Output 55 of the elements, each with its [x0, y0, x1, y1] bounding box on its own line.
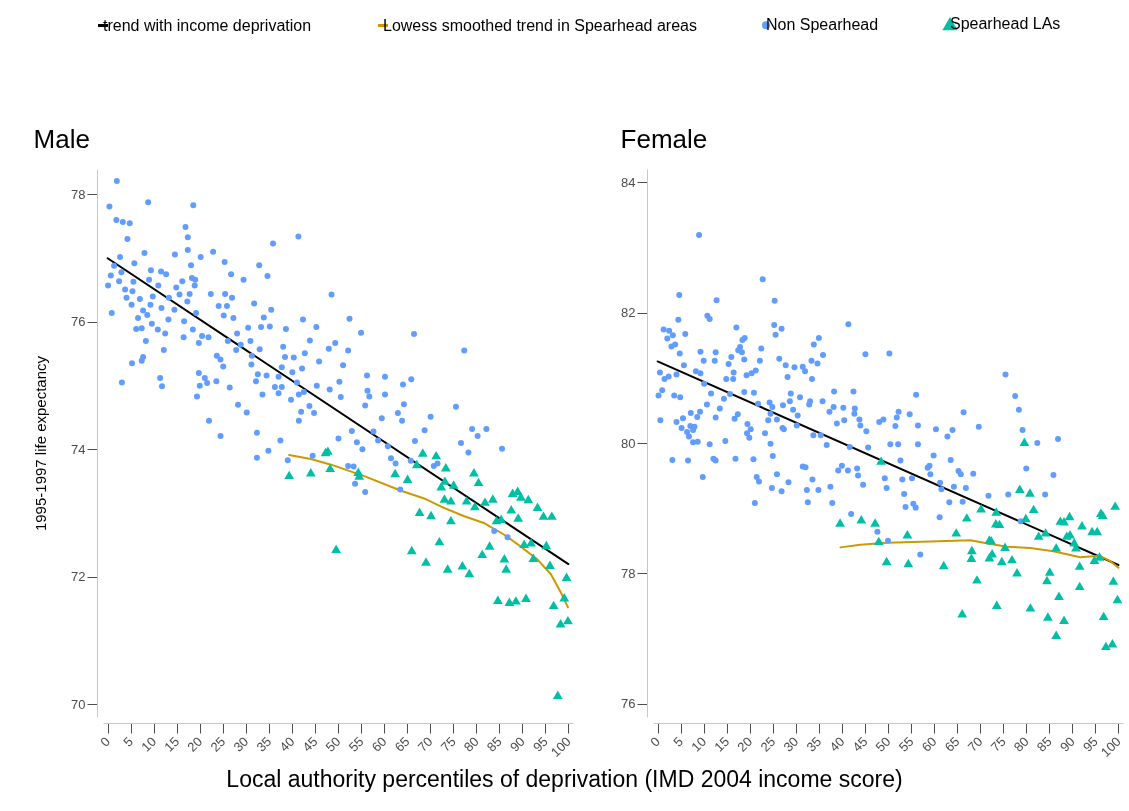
x-tick-label: 20 [184, 733, 206, 755]
x-tick-label: 80 [1010, 733, 1032, 755]
x-tick-label: 70 [414, 733, 436, 755]
x-tick-label: 90 [506, 733, 528, 755]
x-tick-label: 20 [734, 733, 756, 755]
x-tick-label: 85 [483, 733, 505, 755]
x-tick-label: 50 [872, 733, 894, 755]
y-tick-label: 72 [71, 569, 86, 585]
x-tick-label: 90 [1056, 733, 1078, 755]
y-tick-label: 78 [71, 186, 86, 202]
x-tick-label: 30 [780, 733, 802, 755]
x-tick-label: 85 [1033, 733, 1055, 755]
x-tick-label: 75 [437, 733, 459, 755]
y-tick-label: 74 [71, 441, 86, 457]
y-axis-title: 1995-1997 life expectancy [32, 355, 50, 532]
y-tick-label: 80 [621, 435, 636, 451]
x-tick-label: 80 [460, 733, 482, 755]
x-tick-label: 55 [345, 733, 367, 755]
legend-label: Lowess smoothed trend in Spearhead areas [383, 16, 697, 34]
x-tick-label: 5 [120, 733, 137, 750]
y-tick-label: 82 [621, 305, 636, 321]
y-tick-label: 76 [71, 314, 86, 330]
x-tick-label: 25 [757, 733, 779, 755]
x-tick-label: 5 [670, 733, 687, 750]
x-tick-label: 75 [987, 733, 1009, 755]
x-tick-label: 10 [688, 733, 710, 755]
x-tick-label: 65 [391, 733, 413, 755]
x-tick-label: 55 [895, 733, 917, 755]
x-tick-label: 45 [849, 733, 871, 755]
x-tick-label: 15 [161, 733, 183, 755]
x-tick-label: 50 [322, 733, 344, 755]
x-tick-label: 45 [299, 733, 321, 755]
x-tick-label: 40 [826, 733, 848, 755]
x-axis-title: Local authority percentiles of deprivation (IMD 2004 income score) [225, 766, 904, 793]
x-tick-label: 60 [368, 733, 390, 755]
x-tick-label: 0 [97, 733, 114, 750]
x-tick-label: 0 [647, 733, 664, 750]
legend-label: Non Spearhead [766, 16, 879, 34]
x-tick-label: 35 [253, 733, 275, 755]
y-tick-label: 84 [621, 174, 636, 190]
chart-title: Male [33, 124, 90, 154]
x-tick-label: 35 [803, 733, 825, 755]
x-tick-label: 65 [941, 733, 963, 755]
x-tick-label: 10 [138, 733, 160, 755]
legend-label: trend with income deprivation [103, 16, 312, 34]
x-tick-label: 40 [276, 733, 298, 755]
x-tick-label: 70 [964, 733, 986, 755]
x-tick-label: 30 [230, 733, 252, 755]
x-tick-label: 15 [711, 733, 733, 755]
chart-title: Female [620, 124, 708, 154]
y-tick-label: 78 [621, 565, 636, 581]
y-tick-label: 70 [71, 696, 86, 712]
x-tick-label: 60 [918, 733, 940, 755]
x-tick-label: 25 [207, 733, 229, 755]
y-tick-label: 76 [621, 696, 636, 712]
